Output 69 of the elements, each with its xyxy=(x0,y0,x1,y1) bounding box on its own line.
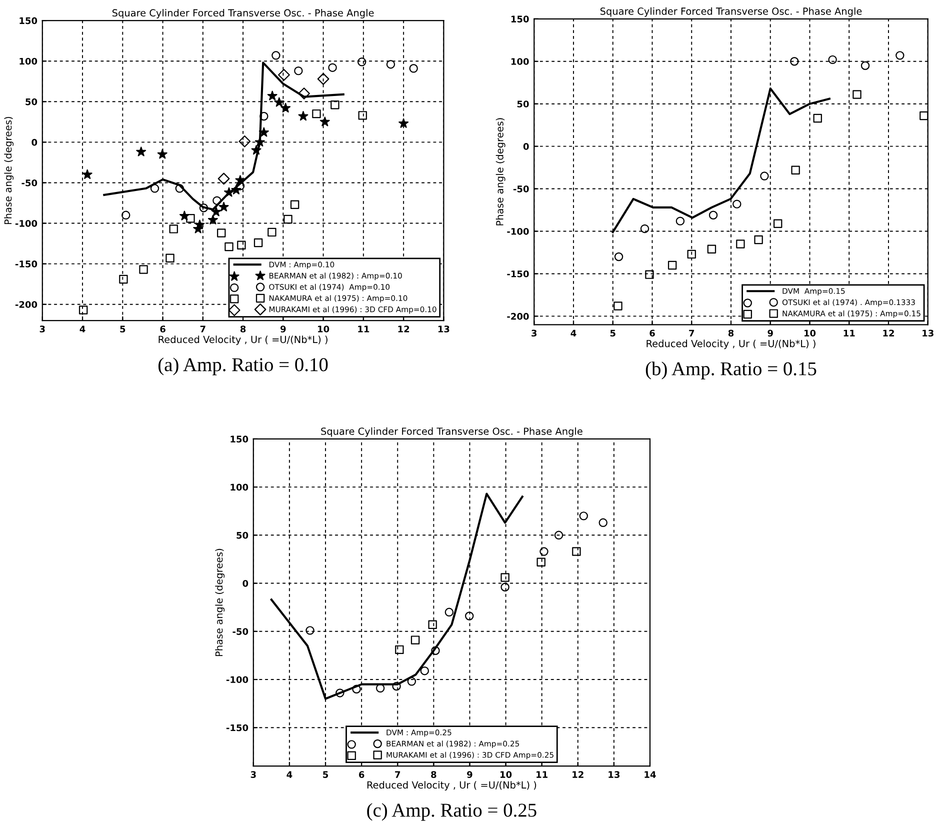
y-tick-label: -100 xyxy=(226,676,248,684)
x-tick-label: 13 xyxy=(608,771,620,778)
x-tick-label: 13 xyxy=(438,326,450,332)
chart-title: Square Cylinder Forced Transverse Osc. - Phase Angle xyxy=(600,7,862,17)
y-tick-label: 100 xyxy=(20,58,38,65)
x-tick-label: 9 xyxy=(467,771,472,778)
x-axis-title: Reduced Velocity , Ur ( =U/(Nb*L) ) xyxy=(367,781,536,790)
y-tick-label: 0 xyxy=(32,138,38,146)
x-tick-label: 4 xyxy=(570,330,576,336)
y-tick-label: -150 xyxy=(507,270,529,278)
x-tick-label: 9 xyxy=(280,326,286,332)
y-tick-label: 0 xyxy=(242,580,248,587)
x-tick-label: 5 xyxy=(323,771,328,778)
x-tick-label: 6 xyxy=(650,330,655,337)
y-axis-title: Phase angle (degrees) xyxy=(215,548,225,656)
y-axis-title: Phase angle (degrees) xyxy=(4,116,14,224)
x-tick-label: 8 xyxy=(240,326,246,332)
x-axis-title: Reduced Velocity , Ur ( =U/(Nb*L) ) xyxy=(158,336,328,345)
x-tick-label: 6 xyxy=(358,771,364,778)
y-tick-label: 50 xyxy=(236,532,248,539)
x-tick-label: 11 xyxy=(536,771,548,778)
y-tick-label: 50 xyxy=(26,98,38,106)
x-tick-label: 7 xyxy=(200,326,206,332)
chart-title: Square Cylinder Forced Transverse Osc. - Phase Angle xyxy=(112,8,374,18)
x-tick-label: 5 xyxy=(120,326,126,332)
x-tick-label: 12 xyxy=(572,771,584,778)
y-tick-label: -150 xyxy=(226,724,248,732)
x-tick-label: 3 xyxy=(40,326,45,332)
x-tick-label: 3 xyxy=(250,771,256,778)
chart-title: Square Cylinder Forced Transverse Osc. - Phase Angle xyxy=(321,427,582,437)
y-tick-label: 150 xyxy=(511,16,529,22)
y-tick-label: -50 xyxy=(232,628,248,635)
x-tick-label: 10 xyxy=(318,326,330,332)
x-tick-label: 8 xyxy=(728,330,734,337)
y-tick-label: -150 xyxy=(15,260,38,268)
y-tick-label: 50 xyxy=(517,100,529,108)
y-tick-label: 150 xyxy=(20,17,38,24)
y-tick-label: -200 xyxy=(15,301,38,308)
x-tick-label: 7 xyxy=(689,330,694,336)
text: (b) Amp. Ratio = 0.15 xyxy=(646,362,816,380)
y-tick-label: -200 xyxy=(507,312,529,320)
x-axis-title: Reduced Velocity , Ur ( =U/(Nb*L) ) xyxy=(646,340,816,350)
x-tick-label: 5 xyxy=(610,330,616,337)
x-tick-label: 12 xyxy=(883,330,894,336)
x-tick-label: 9 xyxy=(768,330,773,337)
y-tick-label: -50 xyxy=(22,179,38,186)
y-tick-label: 150 xyxy=(230,436,248,443)
y-tick-label: 100 xyxy=(230,484,248,491)
y-axis-title: Phase angle (degrees) xyxy=(496,118,506,226)
y-tick-label: 0 xyxy=(523,143,529,150)
x-tick-label: 4 xyxy=(286,771,292,778)
x-tick-label: 13 xyxy=(922,330,934,337)
x-tick-label: 3 xyxy=(532,330,537,337)
x-tick-label: 14 xyxy=(644,771,656,778)
text: (c) Amp. Ratio = 0.25 xyxy=(367,803,536,821)
y-tick-label: -100 xyxy=(507,228,529,235)
x-tick-label: 10 xyxy=(804,330,816,337)
x-tick-label: 11 xyxy=(358,326,370,332)
y-tick-label: -100 xyxy=(15,220,38,227)
x-tick-label: 7 xyxy=(395,771,400,778)
x-tick-label: 6 xyxy=(160,326,166,332)
x-tick-label: 4 xyxy=(80,326,86,332)
y-tick-label: -50 xyxy=(513,186,529,192)
text: (a) Amp. Ratio = 0.10 xyxy=(158,358,328,376)
x-tick-label: 12 xyxy=(398,326,410,332)
y-tick-label: 100 xyxy=(511,58,529,65)
x-tick-label: 8 xyxy=(431,771,436,778)
x-tick-label: 11 xyxy=(844,330,855,336)
x-tick-label: 10 xyxy=(500,771,512,778)
